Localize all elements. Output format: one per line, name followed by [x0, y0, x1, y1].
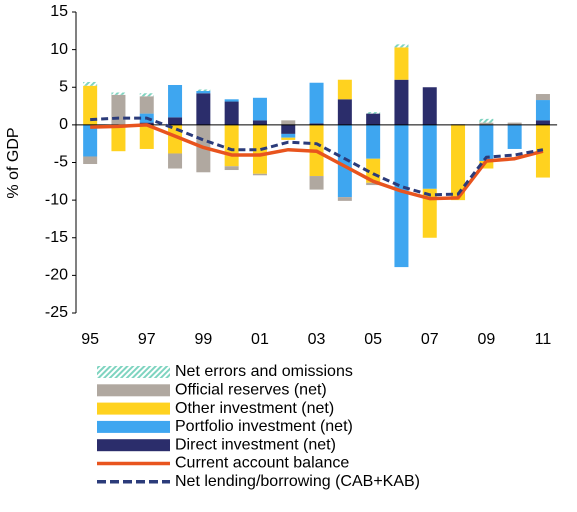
bar-segment [422, 124, 437, 189]
bar-segment [422, 87, 437, 125]
bar-segment [83, 81, 98, 86]
line [90, 116, 544, 197]
bar-segment [168, 153, 183, 169]
bar-segment [168, 117, 183, 125]
y-tick-label: -15 [45, 229, 68, 246]
legend-label: Net lending/borrowing (CAB+KAB) [175, 473, 420, 490]
legend-label: Net errors and omissions [175, 363, 353, 380]
y-tick-label: 0 [59, 116, 68, 133]
y-tick-label: -5 [54, 154, 68, 171]
bar-segment [139, 124, 154, 149]
bar-segment [196, 91, 211, 94]
bar-segment [479, 122, 494, 125]
legend-swatch [97, 420, 170, 433]
bar-segment [535, 120, 550, 125]
x-tick-label: 01 [251, 331, 269, 348]
bar-segment [507, 124, 522, 149]
legend-label: Other investment (net) [175, 400, 334, 417]
bar-segment [281, 120, 296, 125]
bar-segment [394, 44, 409, 48]
legend-label: Official reserves (net) [175, 382, 327, 399]
bar-segment [422, 188, 437, 238]
y-tick-label: 5 [59, 78, 68, 95]
bar-segment [139, 93, 154, 97]
bar-segment [309, 123, 324, 125]
bar-segment [168, 124, 183, 154]
y-tick-label: 15 [50, 3, 68, 20]
bar-segment [83, 124, 98, 157]
bar-segment [366, 182, 381, 186]
bar-segment [252, 173, 267, 176]
x-tick-label: 03 [308, 331, 326, 348]
bar-segment [337, 124, 352, 198]
x-tick-label: 05 [364, 331, 382, 348]
bar-segment [535, 100, 550, 121]
bar-segment [224, 166, 239, 171]
x-tick-label: 99 [194, 331, 212, 348]
x-tick-label: 97 [138, 331, 156, 348]
bar-segment [394, 124, 409, 268]
bar-segment [507, 122, 522, 125]
x-tick-label: 95 [81, 331, 99, 348]
bar-segment [337, 197, 352, 201]
bar-segment [479, 118, 494, 123]
bar-segment [111, 124, 126, 152]
bar-segment [366, 112, 381, 114]
legend-label: Portfolio investment (net) [175, 418, 353, 435]
bar-segment [394, 79, 409, 125]
bar-segment [252, 124, 267, 174]
bar-segment [139, 96, 154, 114]
bar-segment [224, 124, 239, 167]
line [90, 123, 544, 201]
legend-label: Direct investment (net) [175, 436, 336, 453]
bar-segment [281, 133, 296, 138]
y-tick-label: -25 [45, 304, 68, 321]
bar-segment [224, 101, 239, 125]
bar-segment [111, 94, 126, 125]
bar-segment [252, 97, 267, 121]
bar-segment [394, 47, 409, 80]
bar-segment [337, 99, 352, 125]
bar-segment [479, 160, 494, 169]
bar-segment [111, 92, 126, 95]
bar-segment [196, 89, 211, 92]
x-tick-label: 09 [477, 331, 495, 348]
legend-swatch [97, 366, 170, 378]
y-tick-label: 10 [50, 41, 68, 58]
legend-swatch [97, 402, 170, 415]
legend-swatch [97, 439, 170, 452]
bar-segment [366, 124, 381, 159]
bar-segment [479, 124, 494, 161]
y-axis-label: % of GDP [5, 127, 22, 198]
x-tick-label: 11 [535, 331, 552, 348]
bar-segment [281, 137, 296, 140]
bar-segment [366, 113, 381, 125]
bar-segment [535, 94, 550, 101]
bar-segment [309, 176, 324, 190]
bar-segment [196, 93, 211, 125]
legend-label: Current account balance [175, 455, 349, 472]
bar-segment [83, 85, 98, 125]
x-tick-label: 07 [421, 331, 439, 348]
bar-segment [451, 124, 466, 201]
y-tick-label: -10 [45, 191, 68, 208]
bar-segment [252, 120, 267, 125]
bar-segment [309, 82, 324, 124]
bar-segment [83, 156, 98, 165]
bar-segment [281, 124, 296, 134]
y-tick-label: -20 [45, 267, 68, 284]
bar-segment [224, 99, 239, 102]
bar-segment [168, 84, 183, 118]
bar-segment [337, 79, 352, 100]
legend-swatch [97, 384, 170, 397]
